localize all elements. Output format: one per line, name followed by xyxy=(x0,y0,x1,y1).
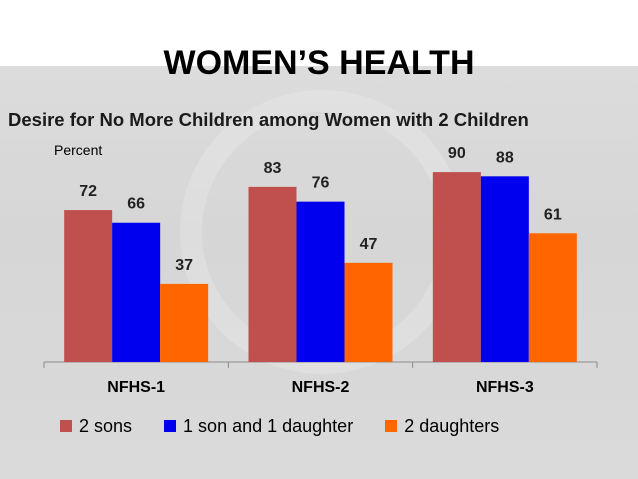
bar-nfhs-2-series-1 xyxy=(248,186,297,362)
legend-swatch xyxy=(385,420,398,432)
bar-nfhs-2-series-2 xyxy=(296,201,345,362)
bar-nfhs-1-series-3 xyxy=(160,283,209,362)
data-label: 88 xyxy=(496,149,514,166)
bar-nfhs-2-series-3 xyxy=(344,262,393,362)
x-tick-label: NFHS-2 xyxy=(292,379,350,396)
data-label: 37 xyxy=(175,257,193,274)
data-label: 76 xyxy=(312,175,330,192)
data-label: 90 xyxy=(448,145,466,162)
y-axis-unit-label: Percent xyxy=(54,142,103,158)
chart-legend: 2 sons 1 son and 1 daughter 2 daughters xyxy=(60,414,531,438)
legend-swatch xyxy=(164,420,177,432)
legend-label: 2 daughters xyxy=(404,415,500,436)
data-label: 66 xyxy=(127,196,145,213)
data-label: 83 xyxy=(264,160,282,177)
legend-item: 1 son and 1 daughter xyxy=(164,416,353,437)
bar-nfhs-3-series-2 xyxy=(480,176,529,362)
legend-label: 2 sons xyxy=(79,415,133,436)
bar-nfhs-1-series-2 xyxy=(112,222,161,362)
bar-nfhs-1-series-1 xyxy=(64,210,113,362)
x-tick-label: NFHS-1 xyxy=(107,379,165,396)
page-title: WOMEN’S HEALTH xyxy=(163,44,475,82)
chart-subtitle: Desire for No More Children among Women … xyxy=(8,109,529,130)
bar-nfhs-3-series-3 xyxy=(528,233,577,362)
legend-item: 2 sons xyxy=(60,416,132,437)
legend-swatch xyxy=(60,420,72,432)
legend-item: 2 daughters xyxy=(385,416,499,437)
bar-nfhs-3-series-1 xyxy=(432,172,481,362)
data-label: 72 xyxy=(79,183,97,200)
x-tick-label: NFHS-3 xyxy=(476,379,534,396)
legend-label: 1 son and 1 daughter xyxy=(183,415,354,436)
data-label: 47 xyxy=(360,236,378,253)
data-label: 61 xyxy=(544,206,562,223)
